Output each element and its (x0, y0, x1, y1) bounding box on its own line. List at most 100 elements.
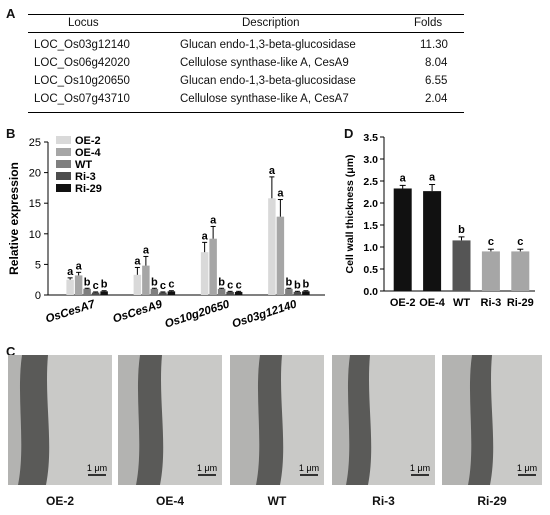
significance-letter: c (160, 280, 166, 292)
micrograph-image: 1 μm (332, 355, 435, 485)
table-header-rule (28, 32, 464, 33)
bar (159, 292, 167, 295)
table-row-3-description: Glucan endo-1,3-beta-glucosidase (180, 75, 356, 87)
category-label: Os10g20650 (163, 298, 231, 330)
bar (142, 265, 150, 295)
bar (268, 198, 276, 295)
bar (150, 288, 159, 295)
legend-swatch (56, 136, 71, 144)
bar (217, 288, 226, 295)
table-top-rule (28, 14, 464, 15)
significance-letter: a (76, 260, 83, 272)
table-row-4-folds: 2.04 (425, 93, 448, 105)
micrograph-ri-3: 1 μm (332, 355, 435, 485)
significance-letter: a (277, 188, 284, 200)
panel-d-letter: D (344, 126, 354, 141)
panel-c-letter: C (6, 344, 16, 359)
category-label: Ri-3 (481, 297, 502, 309)
scale-bar-label: 1 μm (299, 463, 319, 473)
bar (393, 188, 412, 291)
y-axis-label: Cell wall thickness (μm) (344, 154, 356, 273)
bar (423, 191, 442, 291)
y-tick-label: 3.5 (363, 132, 378, 144)
y-tick-label: 1.5 (363, 220, 378, 232)
micrograph-label: OE-4 (155, 494, 184, 508)
micrograph-cytoplasm (442, 355, 472, 485)
header-folds: Folds (414, 17, 443, 29)
category-label: Ri-29 (507, 297, 534, 309)
bar (167, 291, 176, 295)
table-row-4-description: Cellulose synthase-like A, CesA7 (180, 93, 349, 105)
micrograph-label: OE-2 (45, 494, 74, 508)
legend-swatch (56, 172, 71, 180)
header-locus: Locus (68, 17, 99, 29)
micrograph-label: Ri-3 (372, 494, 395, 508)
scale-bar-label: 1 μm (410, 463, 430, 473)
table-row-4-locus: LOC_Os07g43710 (34, 93, 130, 105)
micrograph-cell-wall (136, 355, 164, 485)
panel-b-letter: B (6, 126, 16, 141)
significance-letter: b (101, 279, 108, 291)
bar (234, 291, 243, 295)
micrograph-cell-wall (346, 355, 372, 485)
scale-bar-label: 1 μm (517, 463, 537, 473)
legend-entry: Ri-29 (75, 183, 102, 195)
legend-swatch (56, 160, 71, 168)
bar (83, 288, 91, 295)
significance-letter: c (168, 279, 174, 291)
y-tick-label: 0.0 (363, 286, 378, 298)
micrograph-cell-wall (18, 355, 50, 485)
significance-letter: b (303, 279, 310, 291)
bar (452, 240, 471, 291)
y-tick-label: 25 (29, 137, 41, 149)
legend-entry: OE-2 (75, 135, 101, 147)
y-tick-label: 1.0 (363, 242, 378, 254)
scale-bar-label: 1 μm (197, 463, 217, 473)
legend-swatch (56, 148, 71, 156)
scale-bar-label: 1 μm (87, 463, 107, 473)
y-tick-label: 2.5 (363, 176, 378, 188)
legend-swatch (56, 184, 71, 192)
header-description: Description (242, 17, 300, 29)
significance-letter: c (236, 279, 242, 291)
significance-letter: b (286, 276, 293, 288)
significance-letter: a (143, 244, 150, 256)
significance-letter: a (429, 172, 436, 184)
micrograph-cytoplasm (332, 355, 350, 485)
category-label: WT (453, 297, 470, 309)
micrograph-wt: 1 μm (230, 355, 324, 485)
table-row-1-locus: LOC_Os03g12140 (34, 39, 130, 51)
category-label: OE-2 (390, 297, 416, 309)
category-label: OE-4 (419, 297, 446, 309)
micrograph-cytoplasm (118, 355, 140, 485)
legend-entry: WT (75, 159, 92, 171)
significance-letter: b (458, 224, 465, 236)
bar (226, 291, 234, 295)
micrograph-image: 1 μm (230, 355, 324, 485)
micrograph-cell-wall (256, 355, 284, 485)
bar (285, 288, 293, 295)
y-tick-label: 10 (29, 229, 41, 241)
significance-letter: c (93, 280, 99, 292)
table-row-2-description: Cellulose synthase-like A, CesA9 (180, 57, 349, 69)
bar (511, 251, 530, 291)
category-label: Os03g12140 (231, 298, 299, 330)
table-row-3-locus: LOC_Os10g20650 (34, 75, 130, 87)
bar (74, 275, 83, 295)
table-row-1-description: Glucan endo-1,3-beta-glucosidase (180, 39, 356, 51)
significance-letter: a (202, 230, 209, 242)
significance-letter: b (218, 276, 225, 288)
significance-letter: c (227, 279, 233, 291)
micrograph-label: WT (267, 494, 287, 508)
table-row-2-folds: 8.04 (425, 57, 448, 69)
table-row-2-locus: LOC_Os06g42020 (34, 57, 130, 69)
table-row-1-folds: 11.30 (420, 39, 448, 51)
bar (133, 274, 142, 295)
significance-letter: b (151, 276, 158, 288)
bar (481, 251, 500, 291)
significance-letter: a (134, 255, 141, 267)
table-row-3-folds: 6.55 (425, 75, 448, 87)
significance-letter: b (84, 276, 91, 288)
y-tick-label: 0.5 (363, 264, 378, 276)
bar (91, 292, 100, 295)
